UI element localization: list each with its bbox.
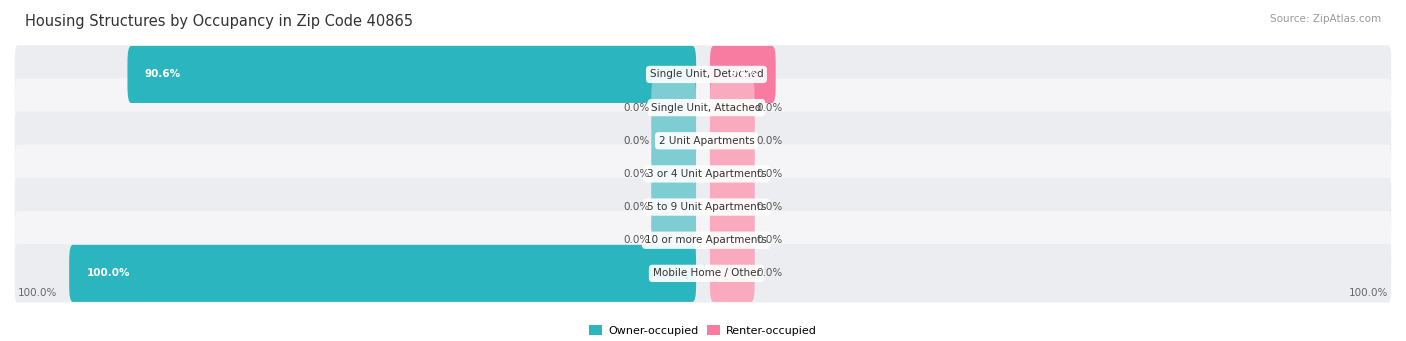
Text: 0.0%: 0.0% <box>623 202 650 212</box>
Text: 100.0%: 100.0% <box>86 268 129 278</box>
Text: Housing Structures by Occupancy in Zip Code 40865: Housing Structures by Occupancy in Zip C… <box>25 14 413 29</box>
Text: Single Unit, Attached: Single Unit, Attached <box>651 103 762 113</box>
Text: 10 or more Apartments: 10 or more Apartments <box>645 235 768 245</box>
Text: 9.5%: 9.5% <box>730 70 758 79</box>
FancyBboxPatch shape <box>651 79 696 136</box>
Text: 0.0%: 0.0% <box>623 235 650 245</box>
Text: 0.0%: 0.0% <box>756 202 783 212</box>
FancyBboxPatch shape <box>128 46 696 103</box>
Text: 0.0%: 0.0% <box>756 235 783 245</box>
FancyBboxPatch shape <box>710 245 755 302</box>
FancyBboxPatch shape <box>710 212 755 269</box>
Text: 5 to 9 Unit Apartments: 5 to 9 Unit Apartments <box>647 202 766 212</box>
FancyBboxPatch shape <box>710 79 755 136</box>
Text: 3 or 4 Unit Apartments: 3 or 4 Unit Apartments <box>647 169 766 179</box>
Text: 0.0%: 0.0% <box>623 136 650 146</box>
FancyBboxPatch shape <box>14 45 1392 104</box>
Text: 100.0%: 100.0% <box>17 288 56 298</box>
FancyBboxPatch shape <box>651 112 696 169</box>
FancyBboxPatch shape <box>69 245 696 302</box>
Text: Single Unit, Detached: Single Unit, Detached <box>650 70 763 79</box>
Legend: Owner-occupied, Renter-occupied: Owner-occupied, Renter-occupied <box>585 321 821 340</box>
Text: 0.0%: 0.0% <box>756 268 783 278</box>
Text: Mobile Home / Other: Mobile Home / Other <box>652 268 761 278</box>
FancyBboxPatch shape <box>14 178 1392 236</box>
Text: 90.6%: 90.6% <box>145 70 181 79</box>
Text: 0.0%: 0.0% <box>756 103 783 113</box>
FancyBboxPatch shape <box>651 212 696 269</box>
FancyBboxPatch shape <box>14 211 1392 269</box>
FancyBboxPatch shape <box>710 46 776 103</box>
Text: 2 Unit Apartments: 2 Unit Apartments <box>658 136 755 146</box>
Text: 0.0%: 0.0% <box>756 136 783 146</box>
FancyBboxPatch shape <box>710 145 755 203</box>
FancyBboxPatch shape <box>710 179 755 236</box>
FancyBboxPatch shape <box>14 244 1392 302</box>
FancyBboxPatch shape <box>710 112 755 169</box>
FancyBboxPatch shape <box>14 145 1392 203</box>
FancyBboxPatch shape <box>14 78 1392 137</box>
Text: 100.0%: 100.0% <box>1350 288 1389 298</box>
Text: 0.0%: 0.0% <box>756 169 783 179</box>
FancyBboxPatch shape <box>651 179 696 236</box>
Text: 0.0%: 0.0% <box>623 169 650 179</box>
Text: Source: ZipAtlas.com: Source: ZipAtlas.com <box>1270 14 1381 24</box>
Text: 0.0%: 0.0% <box>623 103 650 113</box>
FancyBboxPatch shape <box>14 112 1392 170</box>
FancyBboxPatch shape <box>651 145 696 203</box>
